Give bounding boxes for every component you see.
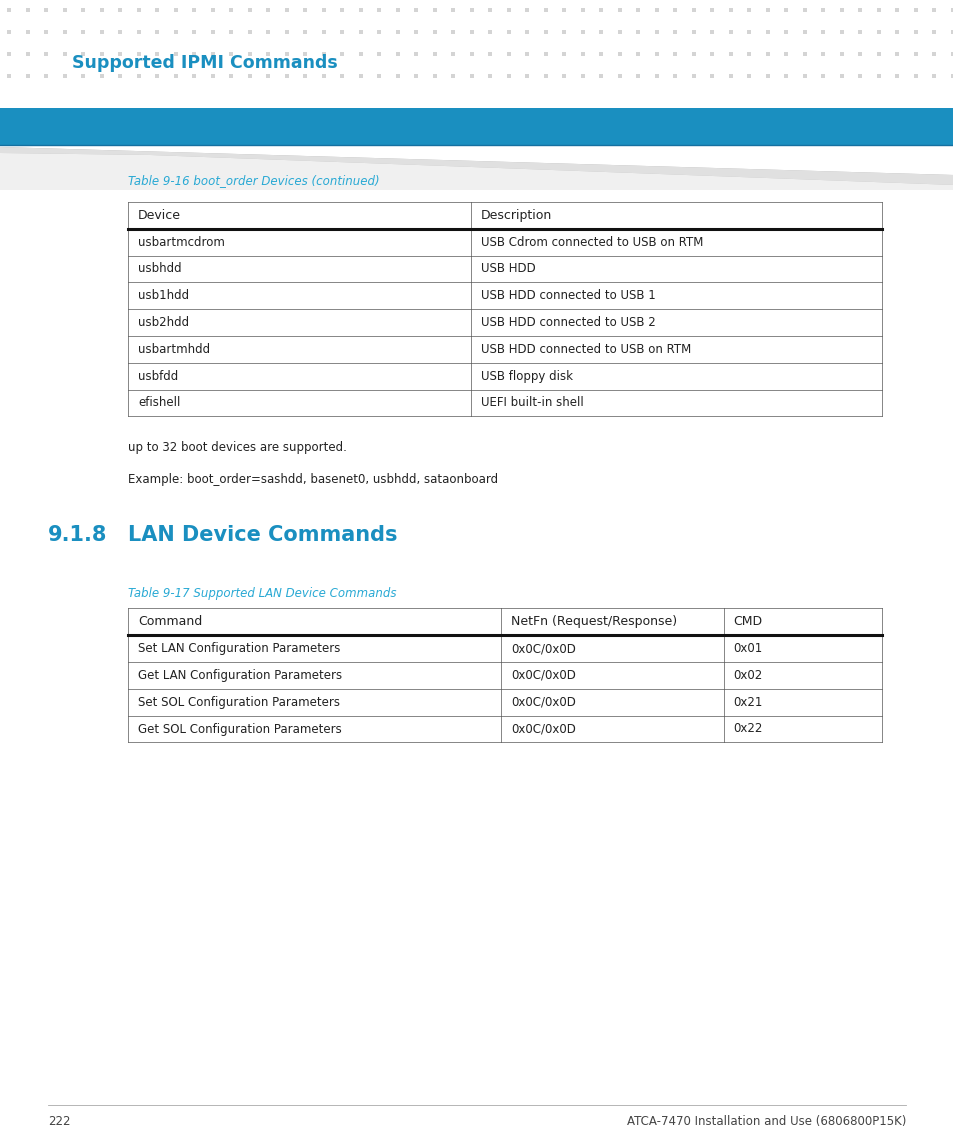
Text: efishell: efishell: [138, 396, 180, 410]
Text: Example: boot_order=sashdd, basenet0, usbhdd, sataonboard: Example: boot_order=sashdd, basenet0, us…: [128, 473, 497, 487]
Text: 222: 222: [48, 1115, 71, 1128]
Polygon shape: [0, 147, 953, 185]
Text: 0x22: 0x22: [733, 722, 762, 735]
Text: USB Cdrom connected to USB on RTM: USB Cdrom connected to USB on RTM: [480, 236, 702, 248]
Text: USB floppy disk: USB floppy disk: [480, 370, 573, 382]
Text: Description: Description: [480, 208, 552, 222]
Text: usbartmhdd: usbartmhdd: [138, 342, 210, 356]
Text: usbartmcdrom: usbartmcdrom: [138, 236, 225, 248]
Text: LAN Device Commands: LAN Device Commands: [128, 526, 397, 545]
Text: Set LAN Configuration Parameters: Set LAN Configuration Parameters: [138, 642, 340, 655]
Text: Device: Device: [138, 208, 181, 222]
Text: USB HDD connected to USB 1: USB HDD connected to USB 1: [480, 290, 655, 302]
Text: Table 9-17 Supported LAN Device Commands: Table 9-17 Supported LAN Device Commands: [128, 587, 396, 600]
Text: 0x0C/0x0D: 0x0C/0x0D: [511, 642, 576, 655]
Text: USB HDD connected to USB on RTM: USB HDD connected to USB on RTM: [480, 342, 691, 356]
Text: 0x0C/0x0D: 0x0C/0x0D: [511, 696, 576, 709]
Text: usb2hdd: usb2hdd: [138, 316, 189, 329]
Text: up to 32 boot devices are supported.: up to 32 boot devices are supported.: [128, 442, 347, 455]
Text: usb1hdd: usb1hdd: [138, 290, 189, 302]
Text: 0x02: 0x02: [733, 669, 762, 682]
Text: usbhdd: usbhdd: [138, 262, 181, 276]
Text: usbfdd: usbfdd: [138, 370, 178, 382]
Text: 0x0C/0x0D: 0x0C/0x0D: [511, 722, 576, 735]
Text: Set SOL Configuration Parameters: Set SOL Configuration Parameters: [138, 696, 339, 709]
Text: 9.1.8: 9.1.8: [48, 526, 108, 545]
Text: USB HDD connected to USB 2: USB HDD connected to USB 2: [480, 316, 655, 329]
Text: NetFn (Request/Response): NetFn (Request/Response): [511, 615, 677, 629]
Polygon shape: [0, 153, 953, 190]
Text: USB HDD: USB HDD: [480, 262, 536, 276]
Text: Table 9-16 boot_order Devices (continued): Table 9-16 boot_order Devices (continued…: [128, 174, 379, 187]
Polygon shape: [0, 147, 953, 190]
Text: ATCA-7470 Installation and Use (6806800P15K): ATCA-7470 Installation and Use (6806800P…: [626, 1115, 905, 1128]
Text: UEFI built-in shell: UEFI built-in shell: [480, 396, 583, 410]
Text: Get LAN Configuration Parameters: Get LAN Configuration Parameters: [138, 669, 342, 682]
Bar: [0, 108, 953, 145]
Text: Supported IPMI Commands: Supported IPMI Commands: [71, 54, 337, 72]
Text: 0x01: 0x01: [733, 642, 762, 655]
Text: Get SOL Configuration Parameters: Get SOL Configuration Parameters: [138, 722, 341, 735]
Text: CMD: CMD: [733, 615, 762, 629]
Text: 0x21: 0x21: [733, 696, 762, 709]
Text: 0x0C/0x0D: 0x0C/0x0D: [511, 669, 576, 682]
Text: Command: Command: [138, 615, 202, 629]
